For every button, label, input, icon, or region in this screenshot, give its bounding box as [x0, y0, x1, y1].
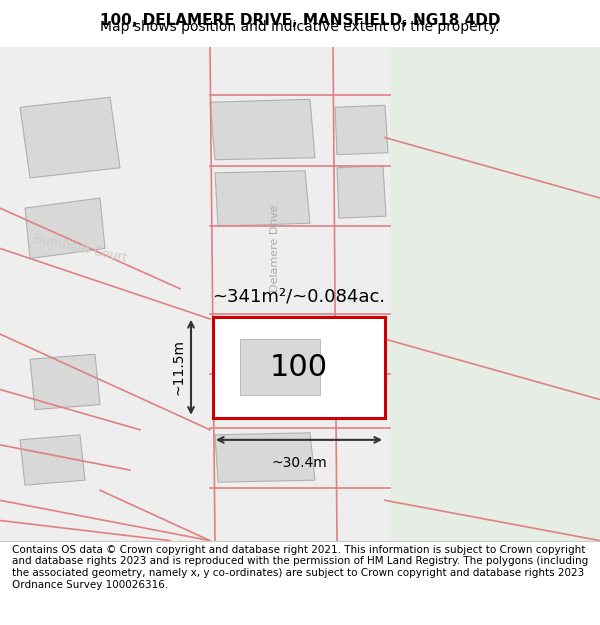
Polygon shape: [218, 342, 308, 386]
Text: Contains OS data © Crown copyright and database right 2021. This information is : Contains OS data © Crown copyright and d…: [12, 545, 588, 589]
Text: ~11.5m: ~11.5m: [172, 339, 186, 395]
Text: Delamere Drive: Delamere Drive: [270, 204, 280, 292]
Text: ~341m²/~0.084ac.: ~341m²/~0.084ac.: [212, 288, 386, 306]
Bar: [240, 339, 320, 394]
Polygon shape: [25, 198, 105, 259]
Text: ~30.4m: ~30.4m: [271, 456, 327, 470]
Text: Map shows position and indicative extent of the property.: Map shows position and indicative extent…: [100, 20, 500, 34]
Text: 100: 100: [270, 352, 328, 382]
Polygon shape: [210, 99, 315, 160]
Polygon shape: [20, 435, 85, 485]
Polygon shape: [20, 98, 120, 178]
Polygon shape: [215, 432, 315, 482]
Polygon shape: [30, 354, 100, 409]
Polygon shape: [215, 171, 310, 226]
Bar: [390, 47, 600, 541]
Polygon shape: [337, 166, 386, 218]
Bar: [213, 317, 385, 418]
Text: Burnham Court: Burnham Court: [32, 232, 128, 264]
Polygon shape: [335, 106, 388, 155]
Text: 100, DELAMERE DRIVE, MANSFIELD, NG18 4DD: 100, DELAMERE DRIVE, MANSFIELD, NG18 4DD: [100, 13, 500, 28]
